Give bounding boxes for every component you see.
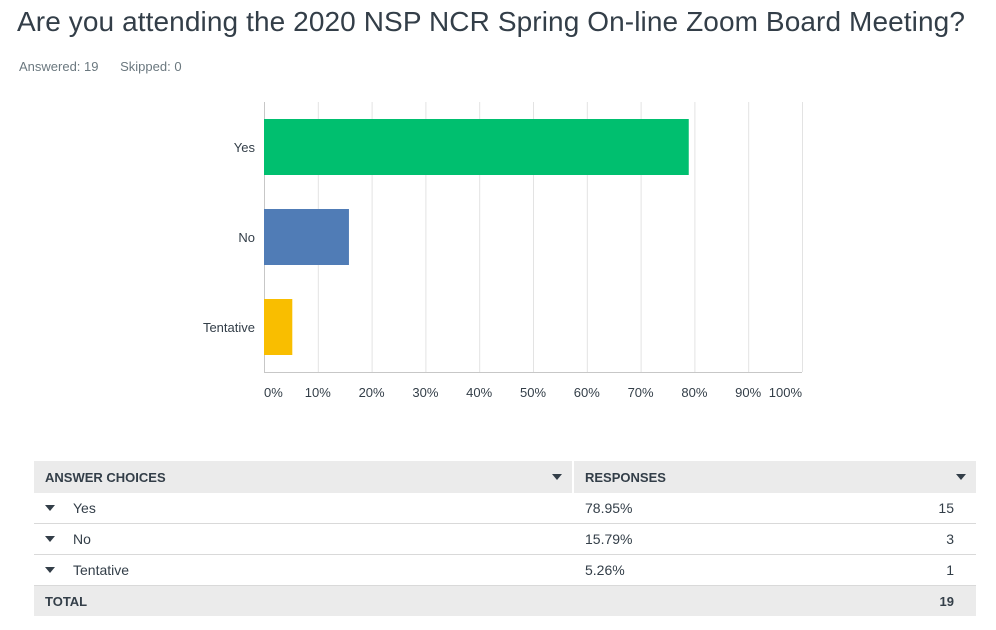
- row-count: 1: [946, 562, 954, 578]
- table-row: Yes 78.95% 15: [34, 493, 976, 524]
- skipped-count: Skipped: 0: [120, 59, 182, 74]
- bar: [264, 119, 689, 175]
- responses-table: ANSWER CHOICES RESPONSES Yes 78.95% 15 N…: [34, 461, 976, 616]
- answer-choices-header[interactable]: ANSWER CHOICES: [34, 461, 574, 493]
- sort-caret-icon[interactable]: [552, 474, 562, 480]
- total-count: 19: [939, 593, 954, 609]
- bar: [264, 299, 293, 355]
- category-label: Tentative: [203, 320, 255, 335]
- x-tick-label: 50%: [520, 385, 546, 400]
- question-title: Are you attending the 2020 NSP NCR Sprin…: [17, 6, 966, 37]
- responses-header[interactable]: RESPONSES: [574, 461, 976, 493]
- x-tick-label: 80%: [681, 385, 707, 400]
- expand-caret-icon[interactable]: [45, 536, 55, 542]
- x-tick-label: 70%: [628, 385, 654, 400]
- row-percent: 15.79%: [585, 531, 633, 547]
- x-tick-label: 0%: [264, 385, 283, 400]
- total-row: TOTAL 19: [34, 586, 976, 616]
- row-count: 15: [938, 500, 954, 516]
- x-tick-label: 10%: [305, 385, 331, 400]
- x-tick-label: 60%: [574, 385, 600, 400]
- bar: [264, 209, 349, 265]
- table-row: No 15.79% 3: [34, 524, 976, 555]
- expand-caret-icon[interactable]: [45, 505, 55, 511]
- table-header: ANSWER CHOICES RESPONSES: [34, 461, 976, 493]
- expand-caret-icon[interactable]: [45, 567, 55, 573]
- x-tick-label: 40%: [466, 385, 492, 400]
- row-percent: 78.95%: [585, 500, 633, 516]
- table-row: Tentative 5.26% 1: [34, 555, 976, 586]
- category-label: No: [238, 230, 255, 245]
- x-tick-label: 100%: [769, 385, 803, 400]
- x-tick-label: 20%: [359, 385, 385, 400]
- bar-chart: Yes No Tentative 0% 10% 20% 30% 40% 50% 60% 70% 80%…: [203, 102, 803, 400]
- total-label: TOTAL: [45, 593, 88, 609]
- sort-caret-icon[interactable]: [956, 474, 966, 480]
- x-tick-label: 90%: [735, 385, 761, 400]
- x-tick-label: 30%: [412, 385, 438, 400]
- row-choice: No: [73, 531, 91, 547]
- answered-count: Answered: 19: [19, 59, 99, 74]
- row-count: 3: [946, 531, 954, 547]
- answer-choices-header-label: ANSWER CHOICES: [45, 469, 166, 485]
- row-choice: Tentative: [73, 562, 130, 578]
- response-summary: Answered: 19 Skipped: 0: [19, 59, 200, 74]
- row-percent: 5.26%: [585, 562, 625, 578]
- responses-header-label: RESPONSES: [585, 469, 666, 485]
- category-label: Yes: [234, 140, 256, 155]
- row-choice: Yes: [73, 500, 96, 516]
